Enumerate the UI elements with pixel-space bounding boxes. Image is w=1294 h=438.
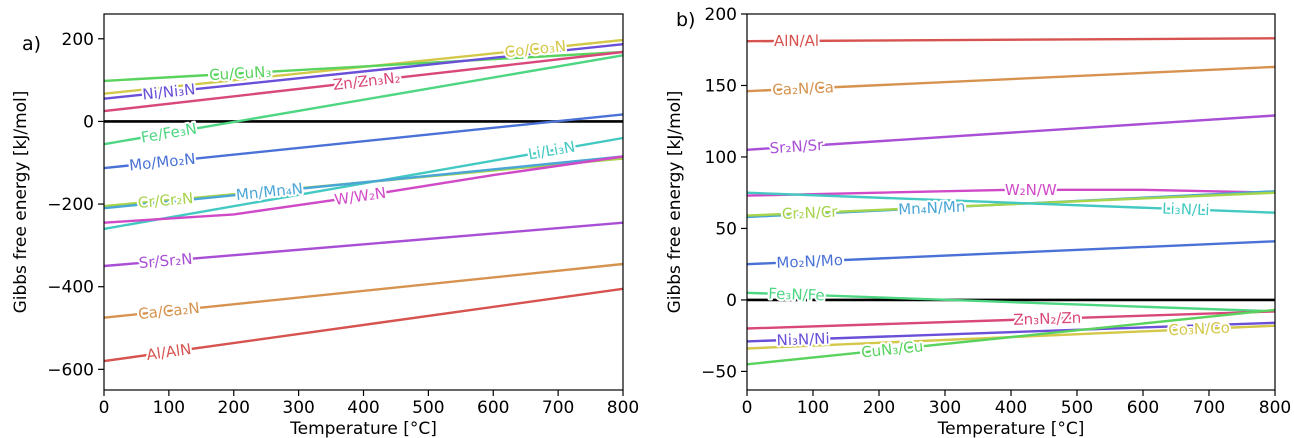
series-line-cun3-cu [746,308,1276,366]
x-tick-label: 700 [542,398,574,418]
y-tick-label: 150 [705,76,737,96]
series-label-cu-cun3: Cu/CuN₃ [209,63,272,84]
series-label-ni3n-ni: Ni₃N/Ni [776,329,830,349]
x-axis-label: Temperature [°C] [289,419,437,438]
x-tick-label: 200 [218,398,250,418]
series-line-al-aln [103,287,624,363]
series-line-w2n-w [746,188,1276,197]
x-tick-label: 100 [797,398,829,418]
series-line-cr2n-cr [746,191,1276,217]
series-line-mn-mn4n [103,155,624,210]
y-tick-label: 0 [726,291,737,311]
series-label-w2n-w: W₂N/W [1005,181,1057,199]
panel-label: b) [676,9,695,31]
x-axis-label: Temperature [°C] [937,419,1085,438]
series-line-ca2n-ca [746,65,1276,93]
y-axis-label: Gibbs free energy [kJ/mol] [11,91,31,314]
series-line-zn3n2-zn [746,310,1276,330]
x-tick-label: 200 [863,398,895,418]
series-label-mo2n-mo: Mo₂N/Mo [776,251,843,272]
y-tick-label: 50 [715,219,737,239]
y-tick-label: −600 [47,360,94,380]
series-label-li3n-li: Li₃N/Li [1162,199,1210,219]
y-tick-label: −200 [47,195,94,215]
y-axis-label: Gibbs free energy [kJ/mol] [665,91,685,314]
y-tick-label: 200 [705,5,737,25]
y-tick-label: −400 [47,278,94,298]
series-line-fe-fe3n [103,54,624,146]
series-line-sr-sr2n [103,221,624,268]
x-tick-label: 300 [929,398,961,418]
x-tick-label: 500 [1061,398,1093,418]
y-tick-label: 0 [83,112,94,132]
y-tick-label: 200 [62,30,94,50]
series-line-mo-mo2n [103,113,624,170]
series-line-li3n-li [746,191,1276,214]
x-tick-label: 800 [607,398,639,418]
series-label-mn4n-mn: Mn₄N/Mn [898,197,966,218]
x-tick-label: 300 [282,398,314,418]
x-tick-label: 700 [1193,398,1225,418]
y-tick-label: 100 [705,148,737,168]
series-line-ca-ca2n [103,262,624,319]
series-label-cr2n-cr: Cr₂N/Cr [782,203,839,223]
series-label-sr2n-sr: Sr₂N/Sr [769,136,825,157]
series-label-co3n-co: Co₃N/Co [1168,319,1230,340]
series-line-zn-zn3n2 [103,50,624,113]
series-label-ca2n-ca: Ca₂N/Ca [772,78,834,99]
y-tick-label: −50 [701,362,737,382]
series-line-ni3n-ni [746,321,1276,343]
x-tick-label: 600 [477,398,509,418]
x-tick-label: 500 [412,398,444,418]
series-line-mo2n-mo [746,240,1276,266]
x-tick-label: 0 [99,398,110,418]
series-label-aln-al: AlN/Al [774,32,819,50]
x-tick-label: 400 [995,398,1027,418]
x-tick-label: 600 [1127,398,1159,418]
x-tick-label: 0 [742,398,753,418]
series-line-fe3n-fe [746,291,1276,313]
x-tick-label: 100 [153,398,185,418]
panel-b-gibbs-chart: AlN/Al Ca₂N/Ca Sr₂N/Sr W₂N/W Mn₄N/Mn Cr₂N/Cr L… [665,5,1291,438]
series-line-ni-ni3n [103,43,624,100]
series-line-sr2n-sr [746,114,1276,151]
x-tick-label: 800 [1259,398,1291,418]
series-line-w-w2n [103,155,624,224]
series-label-fe3n-fe: Fe₃N/Fe [768,285,825,305]
x-tick-label: 400 [347,398,379,418]
series-line-aln-al [746,37,1276,43]
series-label-zn3n2-zn: Zn₃N₂/Zn [1013,309,1081,329]
series-line-cu-cun3 [103,50,624,83]
panel-label: a) [22,33,41,55]
